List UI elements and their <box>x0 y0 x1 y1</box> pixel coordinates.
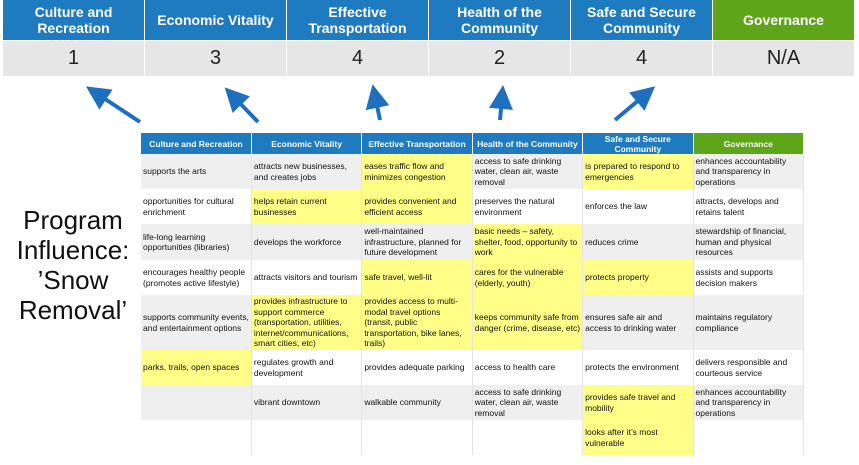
table-cell <box>693 420 805 455</box>
table-cell: supports community events, and entertain… <box>141 295 252 350</box>
table-row: supports the arts attracts new businesses… <box>141 154 805 189</box>
table-cell: looks after it’s most vulnerable <box>582 420 694 455</box>
arrow-icon <box>365 84 390 121</box>
table-cell <box>141 385 252 420</box>
summary-header-transportation: Effective Transportation <box>287 0 429 40</box>
table-row: vibrant downtown walkable community access… <box>141 385 805 420</box>
table-cell: helps retain current businesses <box>251 189 363 224</box>
table-cell: delivers responsible and courteous servi… <box>693 350 805 385</box>
table-cell: assists and supports decision makers <box>693 260 805 295</box>
table-cell: provides infrastructure to support comme… <box>251 295 363 350</box>
table-cell: maintains regulatory compliance <box>693 295 805 350</box>
table-cell: develops the workforce <box>251 224 363 260</box>
table-cell: reduces crime <box>582 224 694 260</box>
arrow-icon <box>613 86 656 122</box>
table-cell: supports the arts <box>141 154 252 189</box>
table-cell: attracts visitors and tourism <box>251 260 363 295</box>
table-cell <box>141 420 252 455</box>
table-cell: safe travel, well-lit <box>361 260 473 295</box>
arrows <box>85 84 656 124</box>
table-cell: access to safe drinking water, clean air… <box>472 154 584 189</box>
table-cell: is prepared to respond to emergencies <box>582 154 694 189</box>
arrow-icon <box>489 85 513 121</box>
col-header: Culture and Recreation <box>141 133 252 154</box>
table-cell: opportunities for cultural enrichment <box>141 189 252 224</box>
table-cell: preserves the natural environment <box>472 189 584 224</box>
table-cell: protects the environment <box>582 350 694 385</box>
strategy-table: Culture and Recreation Economic Vitality… <box>141 133 805 455</box>
table-row: life-long learning opportunities (librar… <box>141 224 805 260</box>
table-row: looks after it’s most vulnerable <box>141 420 805 455</box>
col-header: Governance <box>693 133 805 154</box>
table-cell: walkable community <box>361 385 473 420</box>
col-header: Safe and Secure Community <box>582 133 694 154</box>
table-cell: enforces the law <box>582 189 694 224</box>
table-cell: eases traffic flow and minimizes congest… <box>361 154 473 189</box>
col-header: Economic Vitality <box>251 133 363 154</box>
table-cell: access to safe drinking water, clean air… <box>472 385 584 420</box>
summary-header-culture: Culture and Recreation <box>3 0 145 40</box>
table-cell: cares for the vulnerable (elderly, youth… <box>472 260 584 295</box>
summary-header-economic: Economic Vitality <box>145 0 287 40</box>
col-header: Effective Transportation <box>361 133 473 154</box>
table-cell: well-maintained infrastructure, planned … <box>361 224 473 260</box>
table-cell <box>472 420 584 455</box>
table-cell: parks, trails, open spaces <box>141 350 252 385</box>
summary-header-safe: Safe and Secure Community <box>571 0 713 40</box>
table-cell: enhances accountability and transparency… <box>693 154 805 189</box>
table-row: supports community events, and entertain… <box>141 295 805 350</box>
table-cell: provides safe travel and mobility <box>582 385 694 420</box>
table-cell: encourages healthy people (promotes acti… <box>141 260 252 295</box>
table-cell: protects property <box>582 260 694 295</box>
score-health: 2 <box>429 40 571 76</box>
table-cell: provides convenient and efficient access <box>361 189 473 224</box>
score-economic: 3 <box>145 40 287 76</box>
table-cell: attracts new businesses, and creates job… <box>251 154 363 189</box>
table-cell: keeps community safe from danger (crime,… <box>472 295 584 350</box>
table-row: parks, trails, open spaces regulates grow… <box>141 350 805 385</box>
table-cell: stewardship of financial, human and phys… <box>693 224 805 260</box>
table-cell: access to health care <box>472 350 584 385</box>
table-cell: regulates growth and development <box>251 350 363 385</box>
score-culture: 1 <box>3 40 145 76</box>
score-governance: N/A <box>713 40 855 76</box>
program-influence-label: Program Influence: ’Snow Removal’ <box>16 205 130 325</box>
table-cell: provides adequate parking <box>361 350 473 385</box>
table-cell <box>251 420 363 455</box>
arrow-icon <box>224 87 260 124</box>
table-cell: attracts, develops and retains talent <box>693 189 805 224</box>
table-cell <box>361 420 473 455</box>
table-cell: basic needs – safety, shelter, food, opp… <box>472 224 584 260</box>
table-cell: vibrant downtown <box>251 385 363 420</box>
table-cell: life-long learning opportunities (librar… <box>141 224 252 260</box>
table-cell: ensures safe air and access to drinking … <box>582 295 694 350</box>
summary-header-health: Health of the Community <box>429 0 571 40</box>
table-cell: enhances accountability and transparency… <box>693 385 805 420</box>
summary-scores: Culture and Recreation Economic Vitality… <box>3 0 855 76</box>
table-cell: provides access to multi-modal travel op… <box>361 295 473 350</box>
table-row: encourages healthy people (promotes acti… <box>141 260 805 295</box>
score-transportation: 4 <box>287 40 429 76</box>
score-safe: 4 <box>571 40 713 76</box>
summary-header-governance: Governance <box>713 0 855 40</box>
table-row: opportunities for cultural enrichment hel… <box>141 189 805 224</box>
arrow-icon <box>85 86 142 124</box>
col-header: Health of the Community <box>472 133 584 154</box>
